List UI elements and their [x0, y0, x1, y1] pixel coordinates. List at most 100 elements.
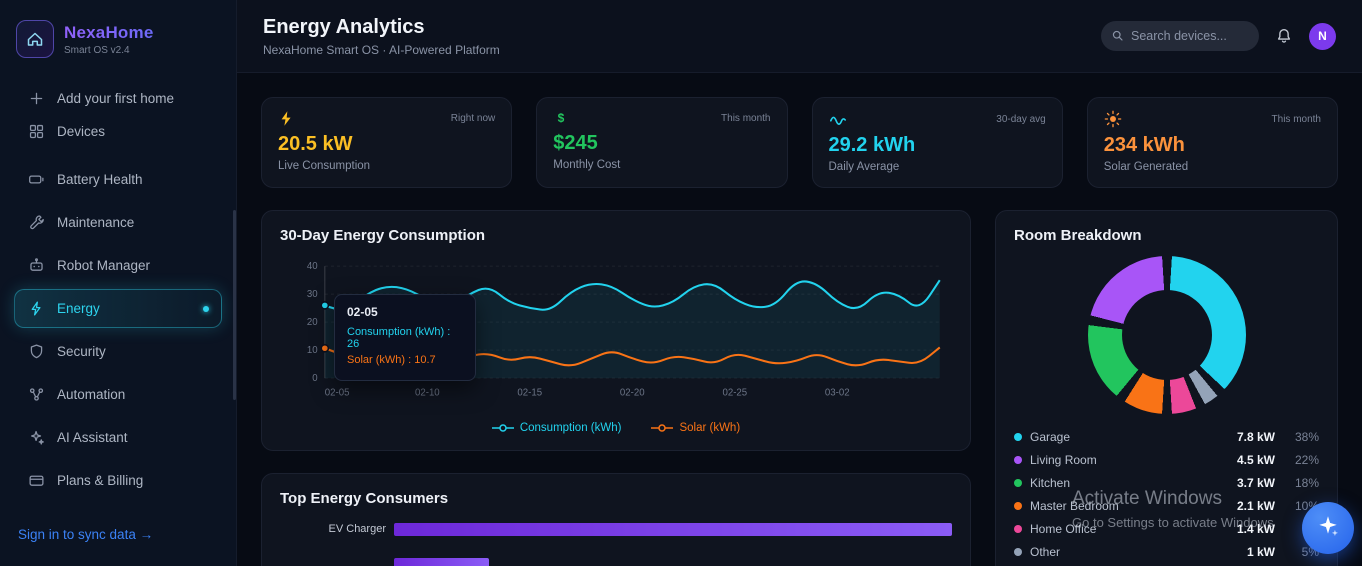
svg-text:30: 30 — [307, 289, 318, 300]
page-subtitle: NexaHome Smart OS · AI-Powered Platform — [263, 42, 500, 57]
app-logo[interactable]: NexaHome Smart OS v2.4 — [16, 20, 220, 58]
main-area: Energy Analytics NexaHome Smart OS · AI-… — [237, 0, 1362, 566]
room-legend: Garage 7.8 kW 38% Living Room 4.5 kW 22%… — [1014, 430, 1319, 559]
automation-icon — [27, 386, 45, 403]
sidebar-item-devices[interactable]: Devices — [14, 116, 222, 147]
sidebar-item-label: Robot Manager — [57, 258, 151, 273]
legend-dot — [1014, 548, 1022, 556]
search-box — [1101, 21, 1259, 51]
wrench-icon — [27, 214, 45, 231]
app-name: NexaHome — [64, 22, 154, 42]
home-logo-icon — [16, 20, 54, 58]
sidebar-item-plans-billing[interactable]: Plans & Billing — [14, 461, 222, 500]
sidebar-item-label: Automation — [57, 387, 126, 402]
tooltip-row: Solar (kWh) : 10.7 — [347, 354, 436, 366]
sidebar-item-battery-health[interactable]: Battery Health — [14, 160, 222, 199]
stat-value: $245 — [553, 132, 598, 154]
room-legend-row-kitchen: Kitchen 3.7 kW 18% — [1014, 476, 1319, 490]
stat-value: 234 kWh — [1103, 134, 1185, 156]
svg-text:02-25: 02-25 — [722, 387, 747, 398]
user-avatar[interactable]: N — [1309, 22, 1336, 50]
room-breakdown-title: Room Breakdown — [1014, 227, 1142, 244]
svg-text:10: 10 — [307, 345, 318, 356]
billing-icon — [27, 472, 45, 489]
legend-dot — [1014, 479, 1022, 487]
room-donut-chart — [1087, 256, 1246, 414]
sidebar-item-add-your-first-home[interactable]: Add your first home — [14, 83, 222, 114]
tooltip-row: Consumption (kWh) : 26 — [347, 326, 451, 350]
robot-icon — [27, 257, 45, 274]
stat-tag: This month — [721, 112, 771, 124]
consumer-bar — [394, 522, 952, 536]
stat-card-monthly-cost: $ This month $245 Monthly Cost — [536, 97, 788, 188]
stat-value: 29.2 kWh — [828, 134, 916, 156]
sidebar-item-label: Energy — [57, 301, 100, 316]
stat-card-daily-average: 30-day avg 29.2 kWh Daily Average — [811, 97, 1063, 188]
sidebar-item-ai-assistant[interactable]: AI Assistant — [14, 418, 222, 457]
chart-legend: Consumption (kWh) Solar (kWh) — [280, 422, 952, 434]
stat-tag: 30-day avg — [996, 113, 1046, 125]
bolt-icon — [278, 110, 295, 127]
legend-item-consumption-kwh: Consumption (kWh) — [491, 422, 621, 434]
sidebar-item-label: Add your first home — [57, 91, 175, 106]
sidebar-item-security[interactable]: Security — [14, 332, 222, 371]
stat-card-solar-generated: This month 234 kWh Solar Generated — [1086, 97, 1338, 188]
svg-text:40: 40 — [307, 261, 318, 272]
sun-icon — [1104, 110, 1122, 128]
svg-text:20: 20 — [307, 317, 318, 328]
plus-icon — [27, 90, 45, 107]
sign-in-link[interactable]: Sign in to sync data → — [18, 527, 154, 542]
shield-icon — [27, 343, 45, 360]
legend-dot — [1014, 502, 1022, 510]
sidebar-item-label: Plans & Billing — [57, 473, 144, 488]
room-legend-row-home-office: Home Office 1.4 kW 7% — [1014, 522, 1319, 536]
sparkles-icon — [27, 429, 45, 446]
stat-value: 20.5 kW — [278, 133, 353, 155]
devices-icon — [27, 123, 45, 140]
stat-label: Live Consumption — [278, 160, 371, 172]
search-input[interactable] — [1101, 21, 1259, 51]
sidebar-item-automation[interactable]: Automation — [14, 375, 222, 414]
page-header: Energy Analytics NexaHome Smart OS · AI-… — [237, 0, 1362, 73]
sidebar-item-robot-manager[interactable]: Robot Manager — [14, 246, 222, 285]
stat-tag: Right now — [450, 113, 496, 124]
svg-text:02-05: 02-05 — [325, 387, 350, 398]
sidebar: NexaHome Smart OS v2.4 Add your first ho… — [0, 0, 237, 566]
search-icon — [1110, 28, 1125, 48]
ai-assistant-fab[interactable] — [1302, 502, 1354, 554]
legend-dot — [1014, 433, 1022, 441]
stat-label: Solar Generated — [1103, 161, 1189, 173]
room-legend-row-master-bedroom: Master Bedroom 2.1 kW 10% — [1014, 499, 1319, 513]
battery-icon — [27, 171, 45, 188]
app-version: Smart OS v2.4 — [64, 44, 130, 56]
dollar-icon: $ — [553, 110, 569, 126]
sidebar-item-label: Maintenance — [57, 215, 135, 230]
chart-title: 30-Day Energy Consumption — [280, 227, 486, 244]
bolt-icon — [27, 300, 45, 317]
legend-item-solar-kwh: Solar (kWh) — [651, 422, 740, 434]
energy-chart-card: 30-Day Energy Consumption 02-05 Consumpt… — [261, 210, 971, 451]
legend-dot — [1014, 456, 1022, 464]
sidebar-item-label: Security — [57, 344, 106, 359]
page-title: Energy Analytics — [263, 15, 425, 38]
sidebar-item-energy[interactable]: Energy — [14, 289, 222, 328]
notifications-bell-icon[interactable] — [1275, 27, 1293, 45]
room-breakdown-card: Room Breakdown Garage 7.8 kW 38% Living … — [995, 210, 1338, 566]
consumption-line-chart: 0 10 20 30 40 02-05 02-10 02-15 02-20 02-25 03-02 — [307, 261, 941, 398]
consumer-row: EV Charger — [280, 522, 952, 536]
active-indicator-dot — [203, 305, 209, 312]
wave-icon — [829, 110, 847, 128]
sidebar-item-maintenance[interactable]: Maintenance — [14, 203, 222, 242]
svg-text:02-20: 02-20 — [620, 387, 645, 398]
svg-text:$: $ — [558, 111, 565, 125]
content: Right now 20.5 kW Live Consumption $ Thi… — [237, 73, 1362, 566]
room-legend-row-garage: Garage 7.8 kW 38% — [1014, 430, 1319, 444]
svg-text:02-15: 02-15 — [517, 387, 542, 398]
stat-tag: This month — [1271, 113, 1321, 125]
top-consumers-title: Top Energy Consumers — [280, 489, 449, 507]
sidebar-scrollbar-thumb[interactable] — [233, 210, 236, 400]
sidebar-nav: Add your first home Devices Battery Heal… — [14, 82, 222, 502]
sparkle-icon — [1315, 513, 1341, 544]
tooltip-date: 02-05 — [347, 305, 378, 319]
